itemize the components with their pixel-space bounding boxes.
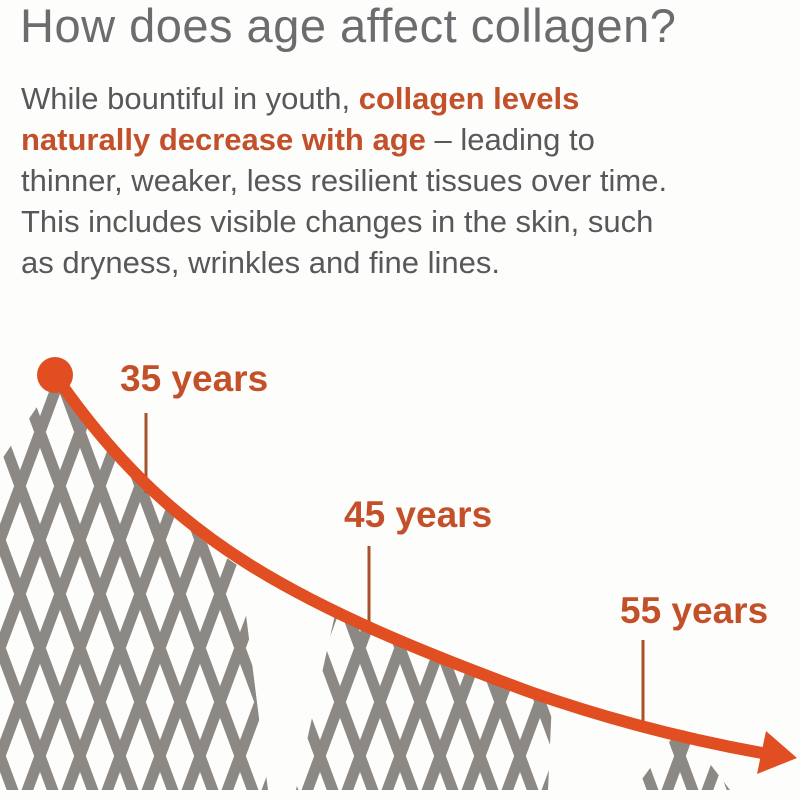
fiber-lattice-medium xyxy=(296,610,552,790)
marker-label-55-years: 55 years xyxy=(620,590,769,631)
intro-text: While bountiful in youth, xyxy=(21,81,359,116)
intro-highlight: collagen levels xyxy=(358,81,580,116)
decline-curve-figure xyxy=(0,357,797,790)
fiber-lattice-small xyxy=(634,726,730,790)
decline-curve xyxy=(49,369,768,759)
trend-arrowhead-icon xyxy=(757,731,797,774)
curve-start-dot xyxy=(37,357,73,393)
fiber-lattice-large xyxy=(0,380,268,790)
intro-text: thinner, weaker, less resilient tissues … xyxy=(21,163,668,198)
intro-paragraph: While bountiful in youth, collagen level… xyxy=(21,78,781,283)
intro-line: While bountiful in youth, collagen level… xyxy=(21,78,781,119)
intro-line: thinner, weaker, less resilient tissues … xyxy=(21,160,781,201)
intro-text: This includes visible changes in the ski… xyxy=(21,204,654,239)
intro-line: This includes visible changes in the ski… xyxy=(21,201,781,242)
intro-highlight: naturally decrease with age xyxy=(21,122,426,157)
marker-label-45-years: 45 years xyxy=(344,494,493,535)
intro-text: as dryness, wrinkles and fine lines. xyxy=(21,245,501,280)
intro-line: naturally decrease with age – leading to xyxy=(21,119,781,160)
intro-text: – leading to xyxy=(425,122,595,157)
intro-line: as dryness, wrinkles and fine lines. xyxy=(21,242,781,283)
marker-label-35-years: 35 years xyxy=(120,358,269,399)
page-title: How does age affect collagen? xyxy=(20,0,677,52)
collagen-decline-chart: 35 years 45 years 55 years xyxy=(0,330,800,800)
